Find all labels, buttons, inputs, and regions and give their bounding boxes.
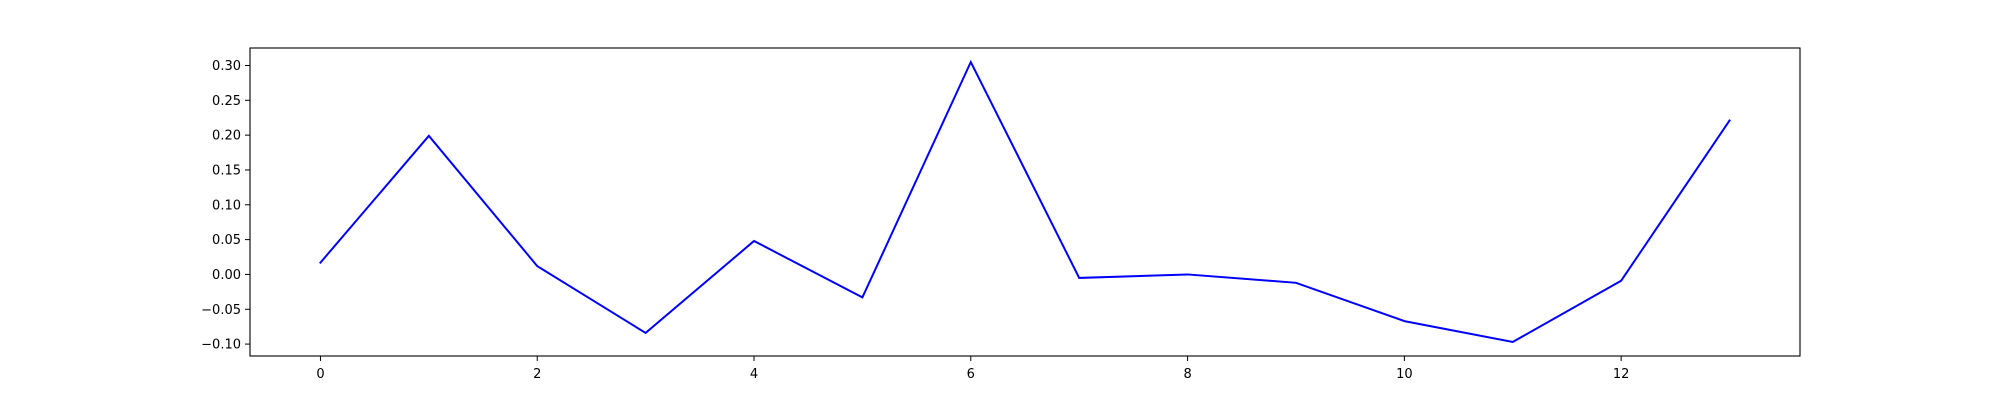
y-tick-label: 0.00 — [212, 268, 241, 283]
y-tick-label: 0.30 — [212, 59, 241, 74]
series-line-0 — [319, 59, 1731, 344]
y-tick-label: −0.10 — [201, 338, 241, 353]
y-tick-label: 0.05 — [212, 233, 241, 248]
x-tick-label: 6 — [967, 367, 975, 382]
y-tick-label: 0.10 — [212, 198, 241, 213]
plot-area: 0 2 4 6 8 10 12 −0.10 −0.05 0.00 0.05 0.10 0.15 0.20 0… — [201, 47, 1801, 382]
x-tick-label: 4 — [750, 367, 758, 382]
x-tick-label: 10 — [1396, 367, 1413, 382]
y-tick-label: −0.05 — [201, 303, 241, 318]
x-tick-label: 12 — [1613, 367, 1630, 382]
y-tick-label: 0.25 — [212, 94, 241, 109]
x-tick-label: 8 — [1183, 367, 1191, 382]
y-tick-label: 0.15 — [212, 163, 241, 178]
axes-frame — [249, 47, 1801, 357]
x-tick-label: 2 — [533, 367, 541, 382]
y-tick-label: 0.20 — [212, 129, 241, 144]
x-tick-label: 0 — [316, 367, 324, 382]
